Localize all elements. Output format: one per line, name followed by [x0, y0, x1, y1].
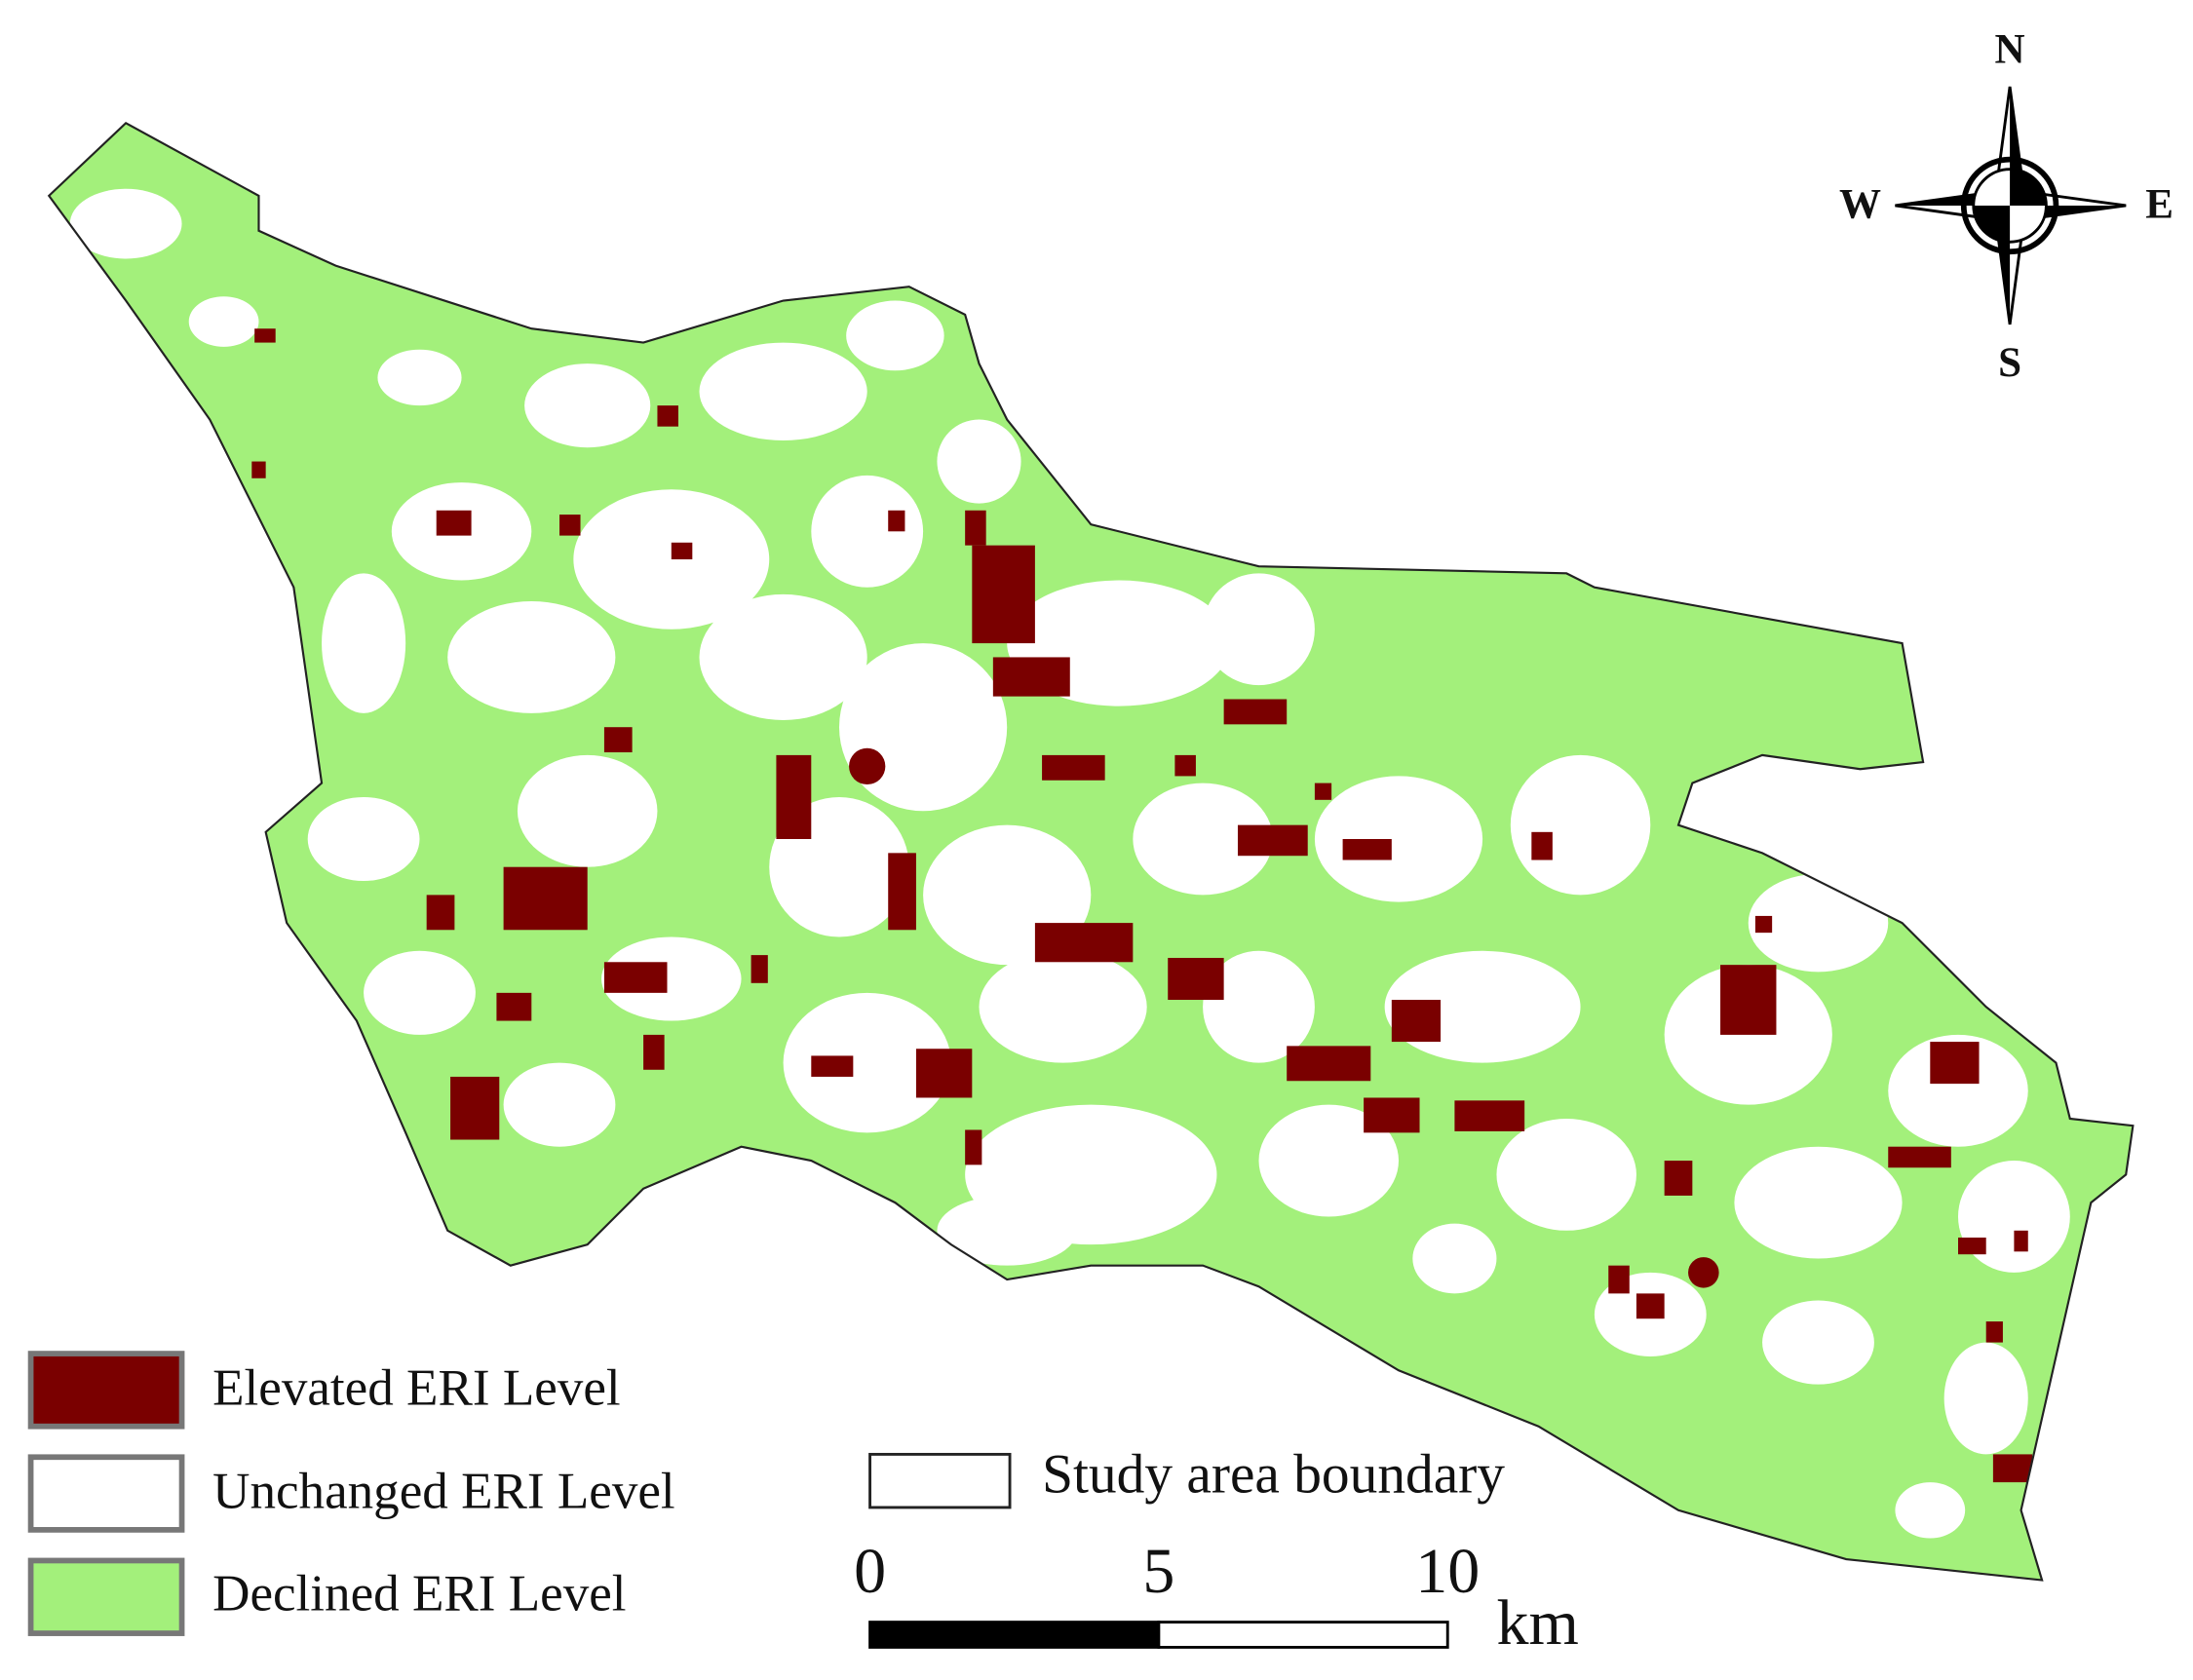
- compass-label: E: [2145, 182, 2174, 228]
- unchanged-areas: [69, 188, 2070, 1539]
- compass-label: W: [1839, 182, 1881, 228]
- north-arrow: N S W E: [1839, 26, 2174, 385]
- compass-label: S: [1998, 340, 2021, 386]
- legend-label: Unchanged ERI Level: [212, 1464, 675, 1520]
- scale-label: 10: [1415, 1536, 1480, 1607]
- legend-swatch: [27, 1351, 185, 1430]
- scale-segment: [868, 1621, 1161, 1649]
- legend-label: Declined ERI Level: [212, 1565, 626, 1622]
- elevated-areas: [251, 328, 2120, 1549]
- scale-unit: km: [1496, 1587, 1578, 1659]
- boundary-swatch: [868, 1452, 1012, 1509]
- legend-label: Elevated ERI Level: [212, 1359, 621, 1416]
- legend-swatch: [27, 1454, 185, 1533]
- legend: Elevated ERI Level Unchanged ERI Level D…: [27, 1351, 1505, 1636]
- scale-segment: [1157, 1621, 1449, 1649]
- compass-label: N: [1995, 26, 2025, 72]
- scale-label: 5: [1142, 1536, 1174, 1607]
- boundary-label: Study area boundary: [1042, 1443, 1505, 1505]
- scale-label: 0: [854, 1536, 886, 1607]
- legend-swatch: [27, 1557, 185, 1636]
